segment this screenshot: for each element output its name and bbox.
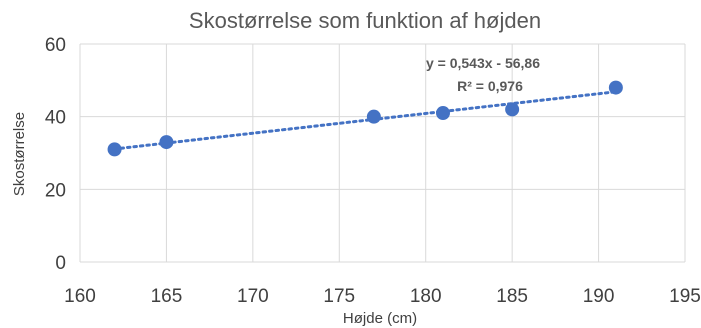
data-point: [608, 80, 623, 95]
x-tick-label: 195: [669, 286, 701, 307]
chart-title: Skostørrelse som funktion af højden: [189, 8, 541, 33]
data-points: [107, 80, 623, 157]
x-tick-label: 165: [151, 286, 183, 307]
x-tick-label: 190: [583, 286, 615, 307]
x-tick-label: 175: [323, 286, 355, 307]
y-axis-label: Skostørrelse: [11, 112, 28, 196]
trendline-group: [113, 90, 618, 151]
x-tick-label: 180: [410, 286, 442, 307]
data-point: [505, 102, 520, 117]
y-tick-label: 0: [55, 253, 66, 274]
trendline: [113, 90, 618, 151]
tick-labels: 160 165 170 175 180 185 190 195 0 20 40 60: [45, 35, 701, 307]
x-tick-label: 170: [237, 286, 269, 307]
trendline-equation: y = 0,543x - 56,86: [426, 55, 540, 71]
data-point: [107, 142, 122, 157]
x-tick-label: 185: [496, 286, 528, 307]
data-point: [366, 109, 381, 124]
grid: [79, 43, 686, 263]
data-point: [436, 106, 450, 121]
y-tick-label: 60: [45, 35, 66, 56]
x-axis-label: Højde (cm): [343, 310, 417, 327]
y-tick-label: 40: [45, 108, 66, 129]
data-point: [159, 135, 174, 150]
x-tick-label: 160: [64, 286, 96, 307]
trendline-r-squared: R² = 0,976: [457, 78, 523, 94]
y-tick-label: 20: [45, 180, 66, 201]
